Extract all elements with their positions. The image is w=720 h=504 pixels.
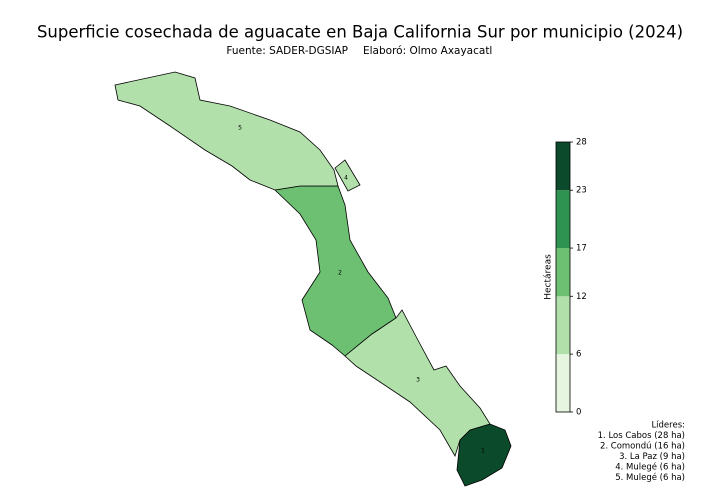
source-note: Fuente: SADER-DGSIAP (226, 45, 348, 57)
colorbar-segment (556, 190, 570, 249)
colorbar-segment (556, 296, 570, 355)
leader-entry: 5. Mulegé (6 ha) (615, 472, 685, 483)
colorbar-tick-label: 17 (576, 244, 587, 254)
municipality (114, 71, 339, 191)
leader-entry: 1. Los Cabos (28 ha) (598, 431, 685, 441)
colorbar-tick-label: 6 (576, 350, 581, 360)
municipality (344, 309, 491, 457)
municipality-label: 4 (344, 175, 348, 182)
colorbar-tick-label: 28 (576, 138, 587, 148)
leader-entry: 4. Mulegé (6 ha) (615, 462, 685, 473)
colorbar-tick-label: 12 (576, 292, 587, 302)
municipality-label: 2 (338, 270, 342, 277)
leader-entry: 3. La Paz (9 ha) (619, 452, 685, 462)
author-note: Elaboró: Olmo Axayacatl (363, 45, 492, 57)
colorbar-segment (556, 142, 570, 191)
municipality (334, 159, 361, 192)
colorbar-segment (556, 248, 570, 297)
municipality-label: 5 (238, 125, 242, 132)
municipality-label: 1 (481, 448, 485, 455)
colorbar-segment (556, 354, 570, 412)
leaders-title: Líderes: (651, 421, 685, 431)
leader-entry: 2. Comondú (16 ha) (600, 442, 685, 452)
colorbar-label: Hectáreas (544, 254, 554, 300)
colorbar-tick-label: 23 (576, 186, 587, 196)
map-title: Superficie cosechada de aguacate en Baja… (37, 23, 683, 42)
colorbar-tick-label: 0 (576, 408, 581, 418)
municipality-label: 3 (416, 377, 420, 384)
colorbar-frame (555, 141, 571, 413)
